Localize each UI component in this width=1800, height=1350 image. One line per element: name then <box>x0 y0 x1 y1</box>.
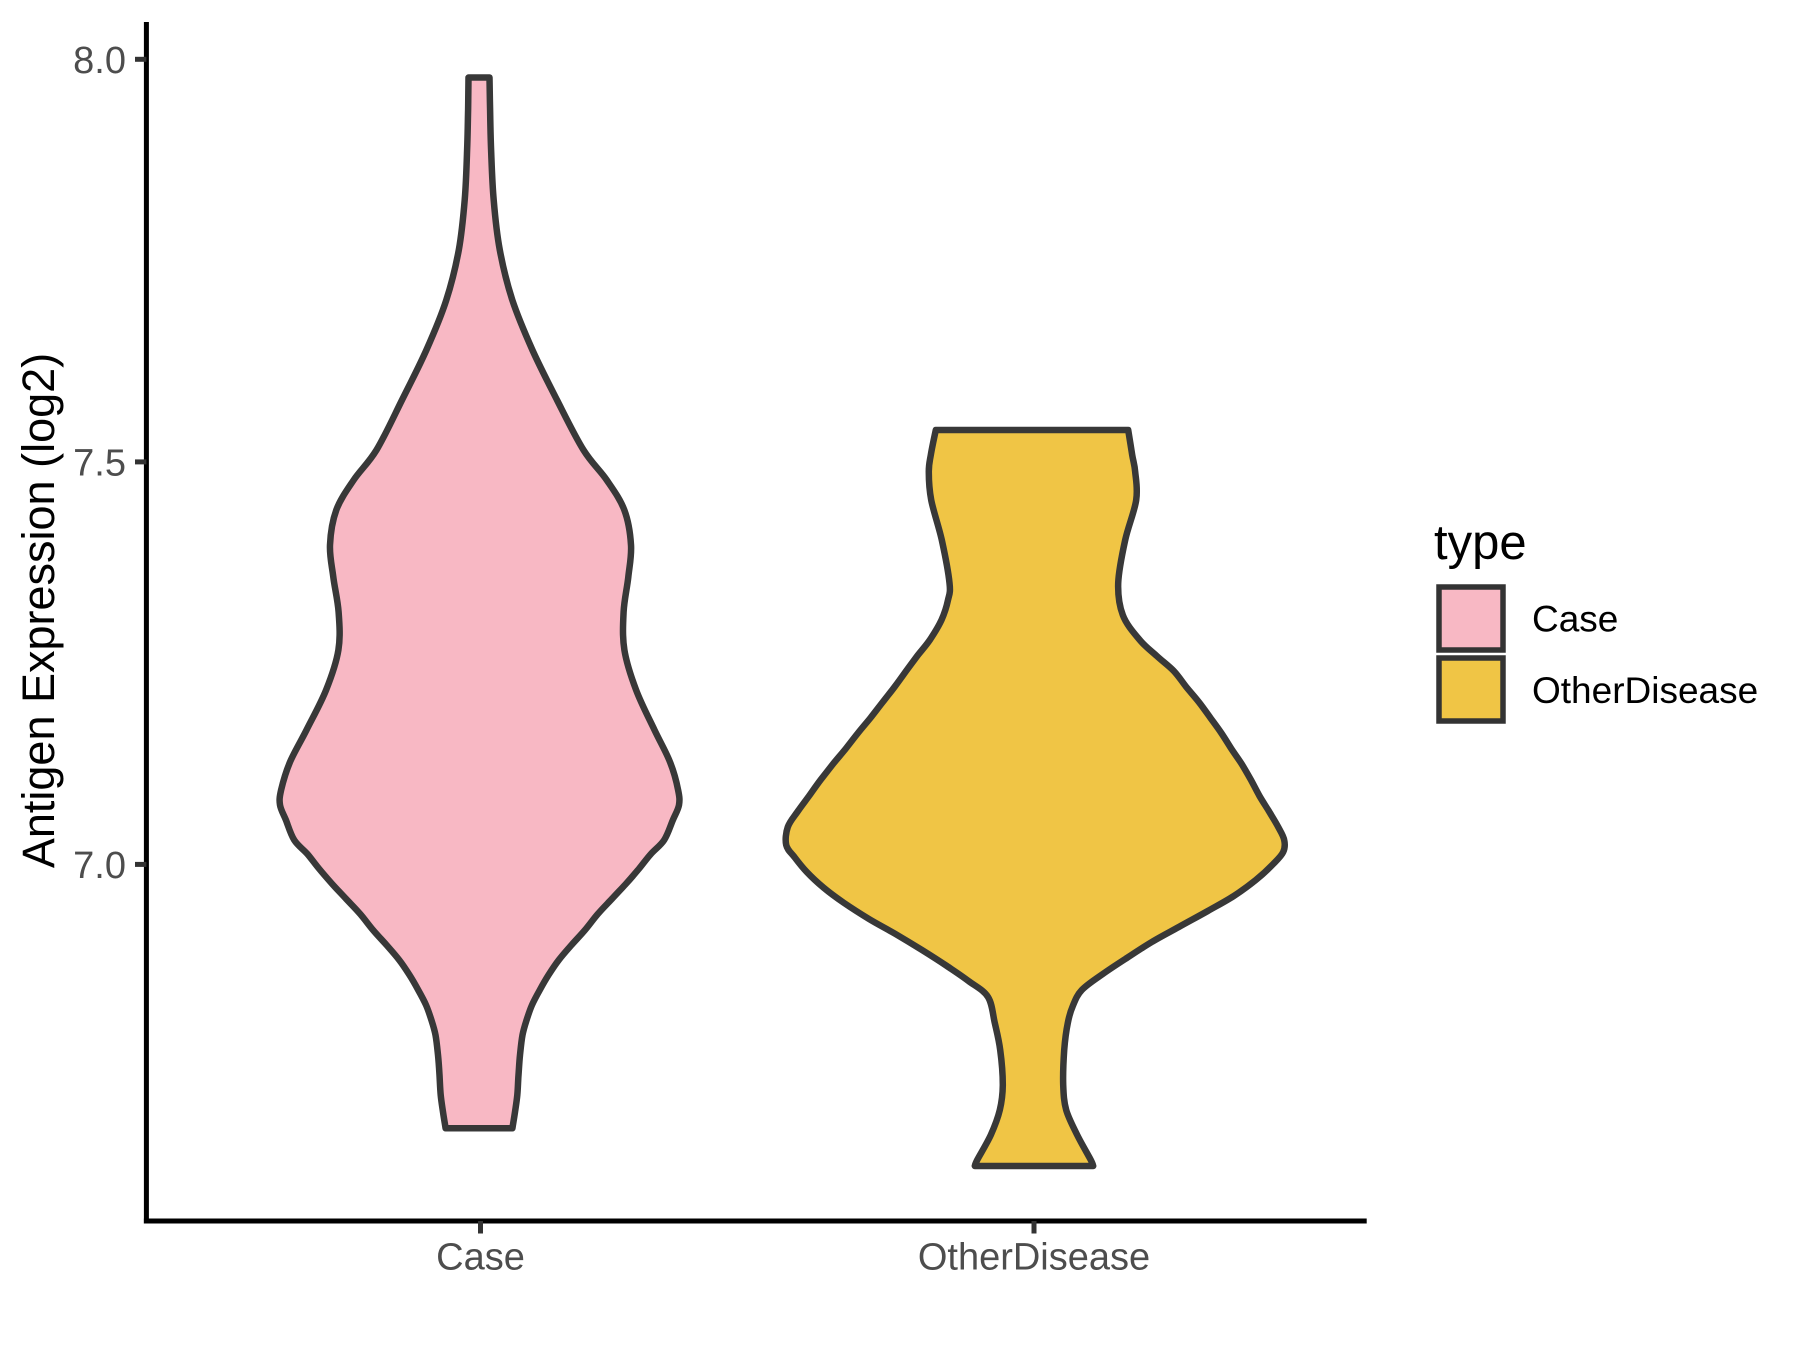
svg-text:OtherDisease: OtherDisease <box>918 1237 1150 1279</box>
svg-text:OtherDisease: OtherDisease <box>1532 670 1758 711</box>
svg-text:type: type <box>1434 516 1527 570</box>
svg-text:Case: Case <box>436 1237 525 1279</box>
svg-text:Case: Case <box>1532 599 1618 640</box>
svg-text:7.0: 7.0 <box>73 845 126 887</box>
svg-text:Antigen Expression (log2): Antigen Expression (log2) <box>13 353 64 868</box>
svg-text:8.0: 8.0 <box>73 40 126 82</box>
svg-text:7.5: 7.5 <box>73 443 126 485</box>
